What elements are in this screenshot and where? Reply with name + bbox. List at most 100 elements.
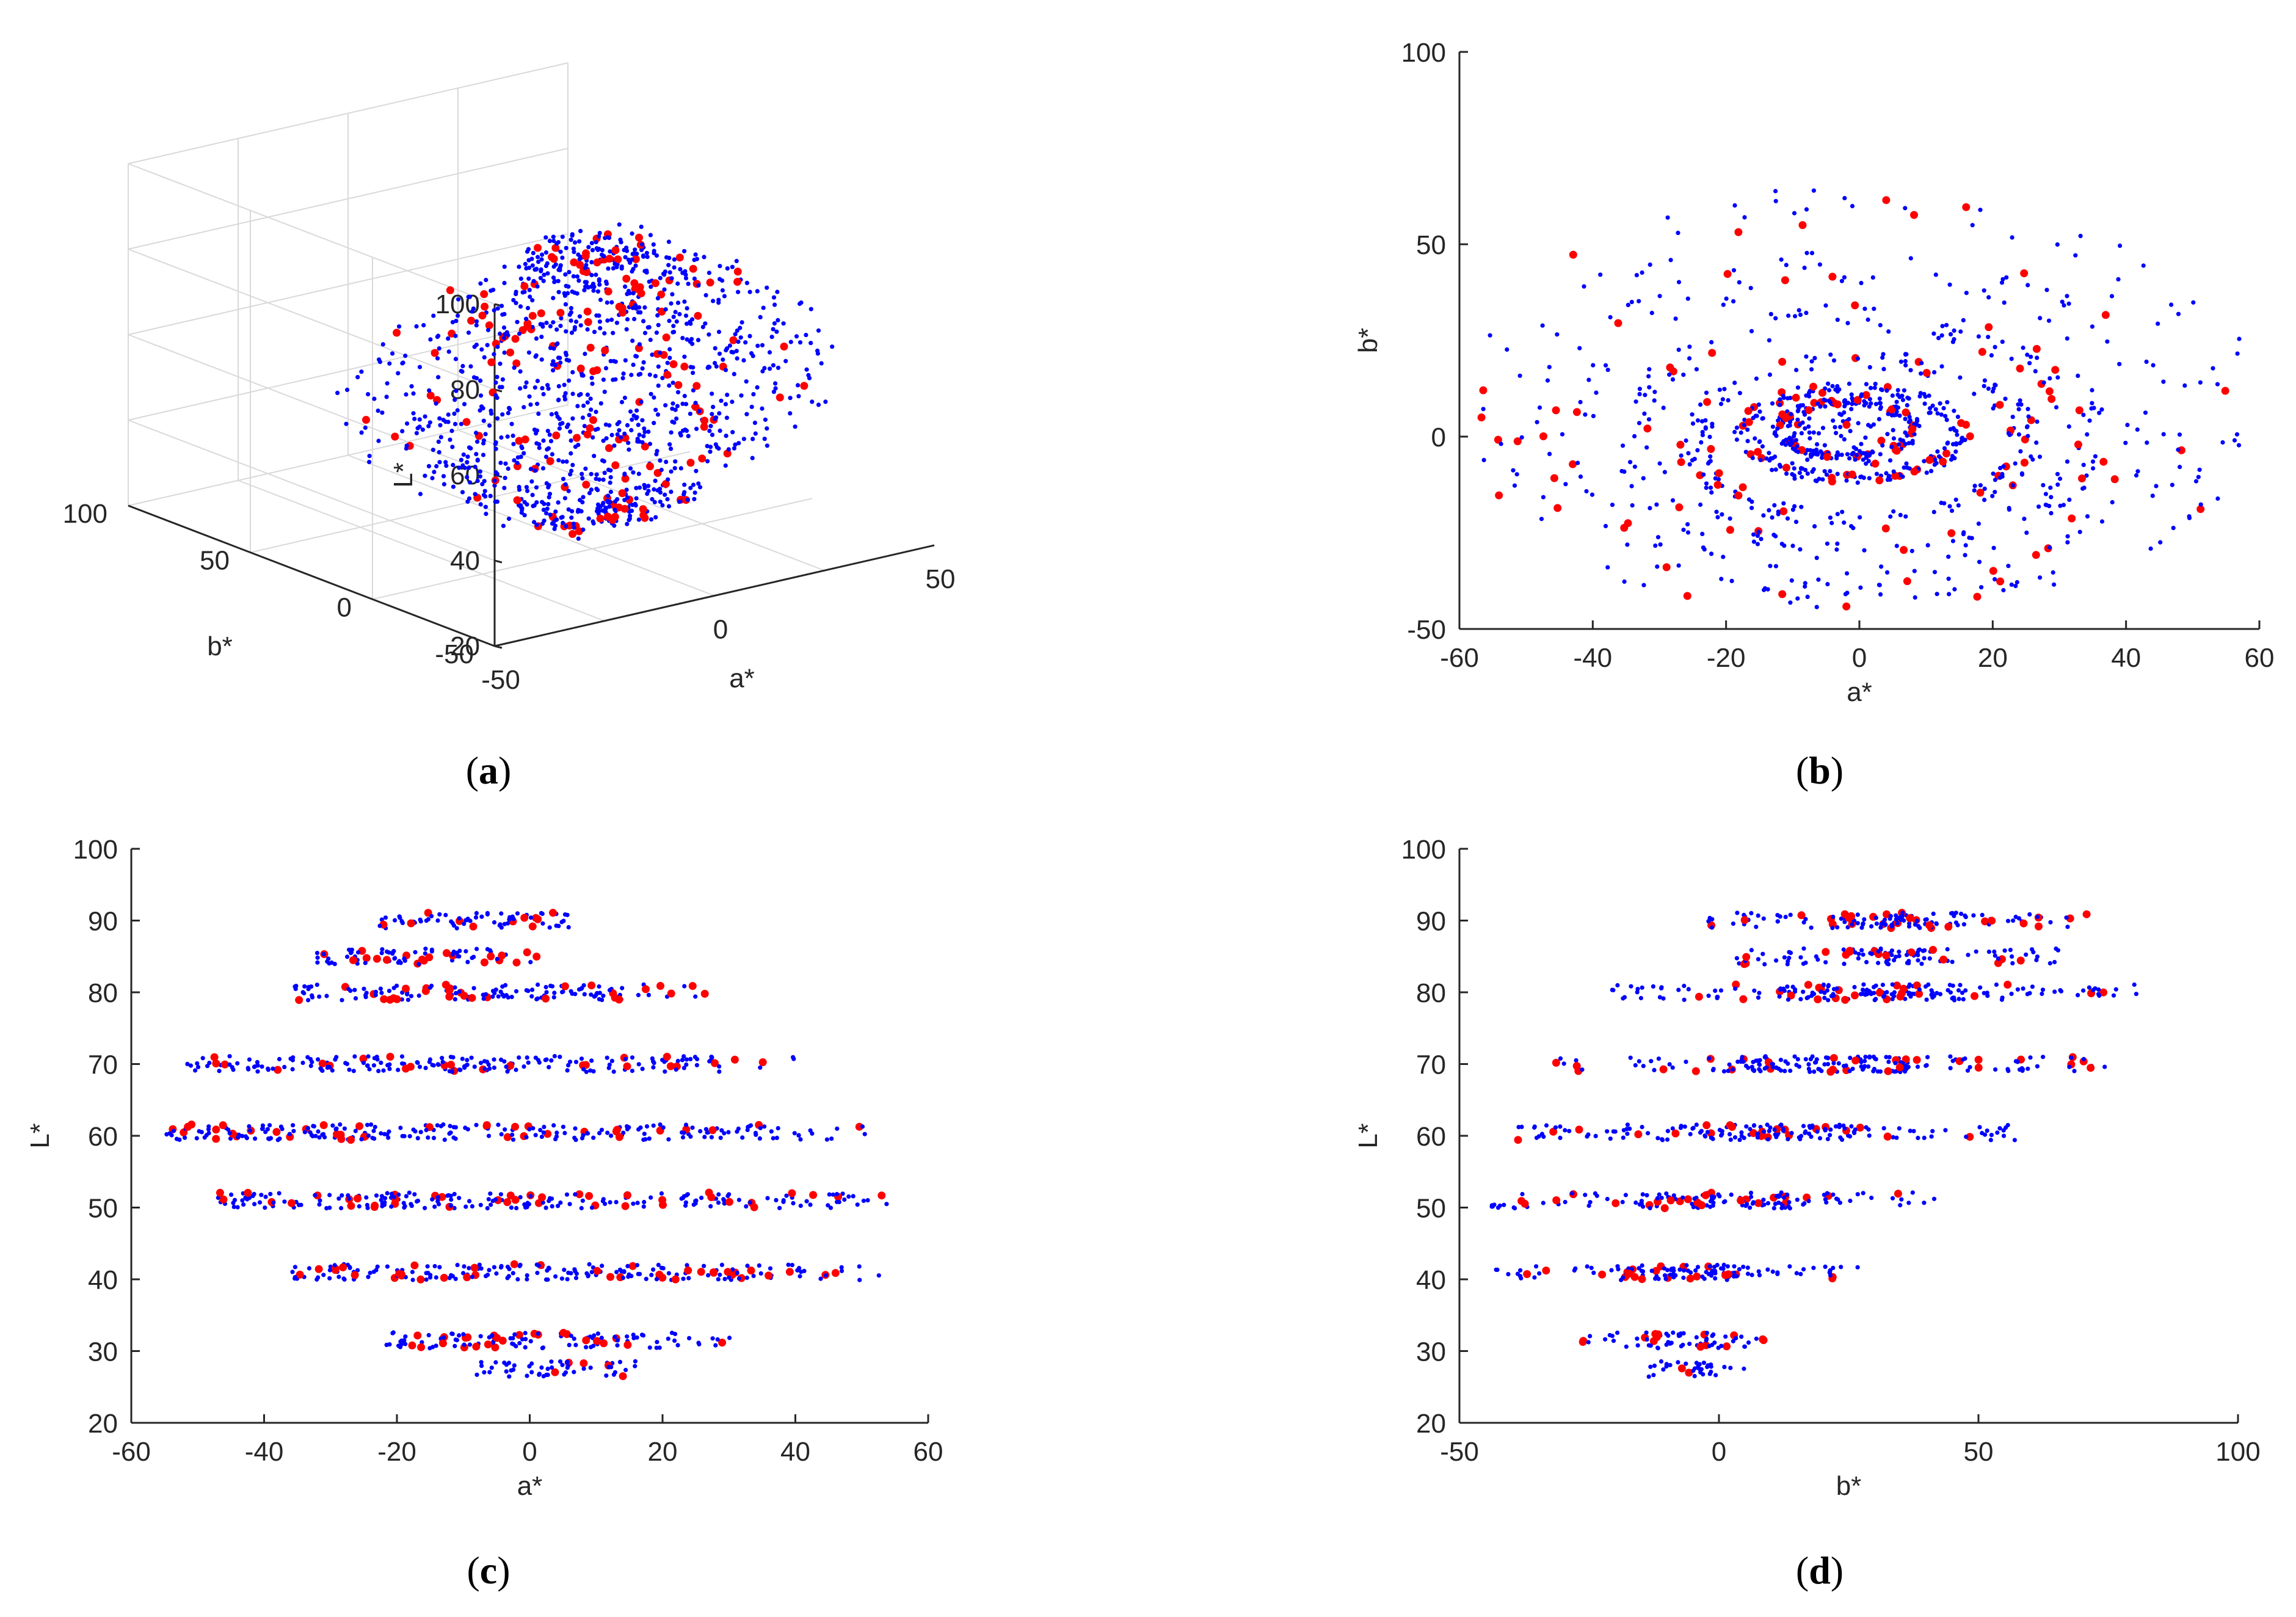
data-point (575, 404, 580, 409)
data-point (1826, 998, 1831, 1003)
data-point (1754, 413, 1759, 418)
data-point (387, 361, 392, 366)
data-point (607, 423, 612, 428)
data-point (543, 454, 549, 459)
data-point (1825, 1062, 1831, 1067)
data-point (235, 1205, 240, 1210)
data-point-selected (485, 321, 493, 330)
data-point (2111, 993, 2116, 998)
data-point-selected (1759, 1336, 1768, 1345)
data-point (1657, 294, 1662, 299)
data-point (758, 1065, 763, 1070)
data-point (1748, 1205, 1753, 1210)
data-point-selected (212, 1135, 220, 1143)
data-point (1669, 1340, 1674, 1345)
data-point-selected (491, 1343, 500, 1351)
data-point (1797, 404, 1802, 409)
data-point (375, 1057, 380, 1062)
data-point (1681, 1275, 1686, 1281)
data-point (1795, 1057, 1800, 1062)
data-point (586, 1131, 590, 1136)
data-point (629, 372, 634, 377)
data-point (745, 1127, 750, 1132)
data-point (501, 325, 507, 330)
data-point (437, 346, 441, 351)
data-point (597, 313, 601, 318)
z-tick (494, 645, 503, 649)
data-point (567, 312, 572, 317)
data-point (517, 264, 521, 269)
data-point-selected (548, 253, 556, 261)
data-point (1889, 445, 1894, 449)
data-point (1960, 990, 1965, 995)
grid-line (347, 454, 715, 597)
data-point (686, 434, 691, 438)
data-point (1976, 521, 1981, 526)
data-point (1893, 1061, 1898, 1066)
data-point (1804, 250, 1809, 255)
data-point-selected (362, 416, 370, 424)
data-point (1671, 1330, 1676, 1335)
data-point-selected (402, 984, 410, 993)
data-point-selected (621, 434, 630, 442)
data-point (557, 426, 562, 431)
data-point (2156, 321, 2160, 326)
data-point (1878, 1069, 1883, 1074)
data-point (1715, 515, 1720, 520)
data-point (594, 272, 598, 277)
data-point-selected (513, 462, 521, 470)
data-point-selected (1539, 432, 1547, 440)
data-point (1603, 1337, 1608, 1342)
data-point (327, 1193, 332, 1197)
data-point (417, 365, 423, 369)
data-point (758, 314, 763, 320)
data-point (1591, 363, 1596, 368)
data-point (1880, 983, 1885, 987)
data-point (795, 1268, 800, 1273)
data-point (551, 368, 556, 373)
data-point (1625, 1132, 1630, 1136)
data-point (299, 1202, 303, 1207)
data-point (1703, 1134, 1708, 1139)
data-point (1680, 1195, 1685, 1200)
data-point (503, 332, 507, 336)
data-point (1628, 460, 1633, 465)
data-point (332, 962, 337, 967)
data-point (1825, 1136, 1830, 1141)
data-point (1749, 329, 1754, 333)
data-point (2000, 340, 2005, 344)
data-point (627, 517, 631, 523)
data-point (1640, 1263, 1644, 1268)
data-point (566, 489, 571, 493)
data-point (579, 1056, 584, 1061)
data-point (1760, 444, 1765, 449)
data-point (1749, 948, 1754, 953)
data-point (644, 1276, 648, 1281)
data-point (1777, 994, 1782, 999)
x-tick-label: 0 (522, 1437, 537, 1467)
data-point (647, 1345, 652, 1350)
data-point (580, 1198, 586, 1203)
data-point (463, 1125, 468, 1130)
data-point (2176, 311, 2181, 316)
data-point (726, 1130, 731, 1135)
data-point (1721, 302, 1726, 307)
data-point (547, 1065, 551, 1070)
data-point (1774, 958, 1779, 963)
data-point (523, 1205, 528, 1210)
data-point (330, 1123, 335, 1128)
data-point (1799, 504, 1804, 509)
data-point (1885, 432, 1890, 437)
data-point (515, 911, 520, 916)
data-point (569, 330, 575, 335)
data-point (556, 458, 561, 463)
data-point (1670, 1126, 1675, 1131)
data-point (595, 506, 600, 511)
data-point (2000, 277, 2005, 282)
data-point (430, 476, 435, 481)
data-point (413, 950, 418, 954)
data-point (688, 1134, 693, 1139)
data-point-selected (442, 949, 451, 957)
data-point (599, 1335, 604, 1340)
data-point-selected (1726, 526, 1734, 534)
